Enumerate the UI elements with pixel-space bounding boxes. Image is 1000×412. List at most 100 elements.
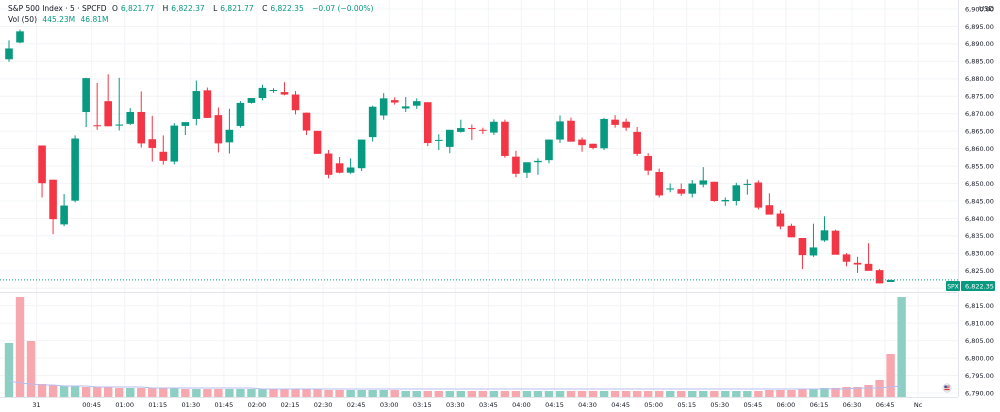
legend-ohlc: S&P 500 Index · 5 · SPCFD O 6,821.77 H 6,8… — [8, 4, 376, 13]
volume-bar — [247, 389, 256, 397]
x-tick-label: 02:00 — [248, 401, 267, 409]
x-tick-label: 06:30 — [843, 401, 862, 409]
volume-bar — [401, 391, 410, 397]
y-tick-label: 6,815.00 — [965, 302, 994, 310]
candle-body — [490, 121, 498, 133]
y-tick-label: 6,885.00 — [965, 58, 994, 66]
volume-bar — [831, 388, 840, 397]
volume-bar — [677, 391, 686, 397]
candle-body — [115, 124, 123, 126]
candlesticks — [5, 29, 895, 284]
candle-body — [688, 183, 697, 194]
x-tick-label: 03:30 — [446, 401, 465, 409]
last-price-value: 6,822.35 — [965, 283, 994, 291]
time-axis[interactable]: 31 00:45 01:00 01:15 01:30 01:45 02:00 02:15 02:… — [32, 401, 922, 409]
x-tick-label: 06:00 — [777, 401, 796, 409]
last-price-tag: SPX 6,822.35 — [946, 281, 995, 291]
last-price-symbol: SPX — [947, 284, 959, 291]
candle-body — [600, 118, 608, 149]
y-tick-label: 6,810.00 — [965, 319, 994, 327]
volume-bar — [390, 390, 399, 397]
volume-bar — [37, 384, 47, 397]
volume-bar — [842, 387, 851, 397]
high-value: 6,822.37 — [171, 4, 205, 13]
x-tick-label: 03:00 — [380, 401, 399, 409]
candle-body — [335, 163, 344, 173]
candle-body — [247, 98, 256, 103]
candle-body — [710, 181, 719, 201]
volume-bar — [159, 388, 168, 397]
y-tick-label: 6,790.00 — [965, 389, 994, 397]
candle-body — [82, 78, 90, 112]
candle-body — [368, 106, 377, 138]
candle-body — [567, 120, 575, 142]
y-tick-label: 6,870.00 — [965, 110, 994, 118]
volume-bar — [181, 389, 190, 397]
volume-moving-average-line — [8, 380, 902, 390]
volume-bar — [302, 389, 311, 397]
volume-bar — [70, 386, 80, 397]
x-tick-label: 01:30 — [181, 401, 200, 409]
y-tick-label: 6,840.00 — [965, 215, 994, 223]
x-tick-label: 01:00 — [115, 401, 134, 409]
candle-body — [324, 153, 333, 175]
change-value: −0.07 (−0.00%) — [312, 4, 374, 13]
volume-bar — [280, 389, 289, 397]
currency-label: USD — [979, 5, 994, 13]
x-tick-label: 03:45 — [479, 401, 498, 409]
candle-body — [787, 225, 796, 238]
x-tick-label: 02:30 — [314, 401, 333, 409]
x-tick-label: 04:45 — [611, 401, 630, 409]
volume-bar — [357, 390, 366, 397]
y-tick-label: 6,835.00 — [965, 232, 994, 240]
y-tick-label: 6,880.00 — [965, 75, 994, 83]
volume-bar — [533, 391, 543, 397]
candle-body — [677, 189, 686, 194]
volume-bar — [489, 391, 499, 397]
candle-body — [611, 119, 619, 125]
y-tick-label: 6,795.00 — [965, 372, 994, 380]
volume-bar — [170, 388, 179, 397]
candle-body — [556, 121, 564, 140]
volume-bar — [544, 391, 554, 397]
low-key: L — [213, 4, 218, 13]
volume-bar — [743, 391, 752, 397]
candle-body — [699, 180, 708, 185]
candle-body — [875, 270, 884, 284]
candle-body — [831, 230, 840, 255]
volume-bar — [203, 389, 212, 397]
volume-bar — [688, 391, 697, 397]
candle-body — [5, 48, 13, 60]
flag-icon[interactable] — [942, 383, 952, 393]
volume-bar — [765, 390, 774, 397]
open-key: O — [111, 4, 118, 13]
candle-body — [886, 279, 895, 282]
volume-bar — [269, 389, 278, 397]
volume-bar — [864, 385, 873, 397]
volume-bar — [522, 391, 532, 397]
price-axis[interactable]: 6,790.00 6,795.00 6,800.00 6,805.00 6,810.00… — [965, 5, 994, 397]
volume-bar — [577, 391, 587, 397]
volume-label: Vol (50) — [8, 15, 38, 24]
volume-bar — [412, 391, 421, 397]
y-tick-label: 6,865.00 — [965, 127, 994, 135]
volume-bar — [4, 343, 14, 397]
volume-bar — [809, 389, 818, 397]
volume-bar — [500, 391, 510, 397]
low-value: 6,821.77 — [220, 4, 254, 13]
candle-body — [512, 156, 520, 174]
candle-body — [291, 94, 300, 111]
open-value: 6,821.77 — [120, 4, 155, 13]
y-tick-label: 6,875.00 — [965, 93, 994, 101]
volume-bar — [92, 387, 102, 397]
close-value: 6,822.35 — [270, 4, 304, 13]
candle-body — [501, 121, 509, 156]
candle-body — [423, 102, 432, 144]
volume-bar — [15, 297, 25, 397]
x-tick-label: 03:15 — [413, 401, 432, 409]
volume-bar — [610, 391, 620, 397]
y-tick-label: 6,805.00 — [965, 337, 994, 345]
candle-body — [159, 151, 168, 161]
x-tick-label: 04:15 — [545, 401, 564, 409]
